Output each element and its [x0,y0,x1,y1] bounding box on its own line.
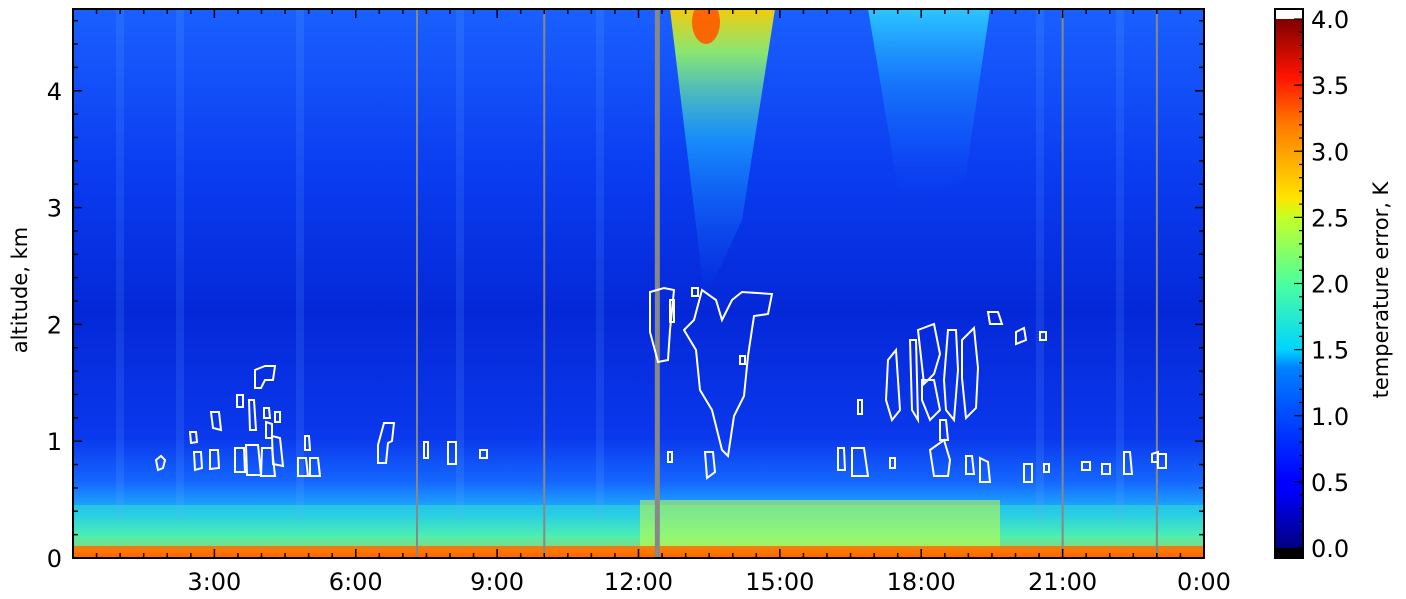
colorbar-tick-label: 3.5 [1311,72,1349,100]
colorbar-tick-label: 0.5 [1311,469,1349,497]
y-axis: 0 1 2 3 4 [47,19,1204,573]
colorbar-tick-label: 2.0 [1311,271,1349,299]
x-tick-label: 0:00 [1177,568,1231,596]
colorbar-tick-label: 3.0 [1311,138,1349,166]
x-tick-label: 18:00 [887,568,956,596]
y-tick-label: 4 [47,78,62,106]
colorbar-tick-label: 4.0 [1311,6,1349,34]
y-tick-label: 3 [47,195,62,223]
colorbar-extend-min [1275,548,1303,558]
colorbar-extend-max [1275,9,1303,19]
colorbar-label: temperature error, K [1369,180,1393,398]
column-peak [692,9,720,44]
error-field-background [73,9,1204,558]
x-tick-label: 21:00 [1028,568,1097,596]
y-axis-label: altitude, km [8,227,32,354]
colorbar-tick-label: 2.5 [1311,204,1349,232]
vertical-markers [416,9,1158,558]
y-tick-label: 1 [47,428,62,456]
colorbar-tick-label: 1.5 [1311,337,1349,365]
colorbar-tick-label: 0.0 [1311,535,1349,563]
afternoon-error-column [670,9,775,300]
colorbar: 0.0 0.5 1.0 1.5 2.0 2.5 3.0 3.5 4.0 [1274,6,1349,563]
colorbar-tick-label: 1.0 [1311,403,1349,431]
x-tick-label: 9:00 [470,568,524,596]
colorbar-ticks: 0.0 0.5 1.0 1.5 2.0 2.5 3.0 3.5 4.0 [1294,6,1349,563]
streaks [116,9,1124,520]
y-tick-label: 0 [47,545,62,573]
cloud-contours [154,286,1167,483]
x-tick-label: 12:00 [604,568,673,596]
x-tick-label: 6:00 [329,568,383,596]
evening-error-column [868,9,990,200]
y-tick-label: 2 [47,311,62,339]
x-tick-label: 15:00 [745,568,814,596]
low-layer-band [73,505,1204,550]
afternoon-surface-band [640,500,1000,550]
x-axis: 3:00 6:00 9:00 12:00 15:00 18:00 21:00 0:00 [95,9,1231,596]
x-tick-label: 3:00 [187,568,241,596]
heatmap-plot-area [73,9,1204,558]
